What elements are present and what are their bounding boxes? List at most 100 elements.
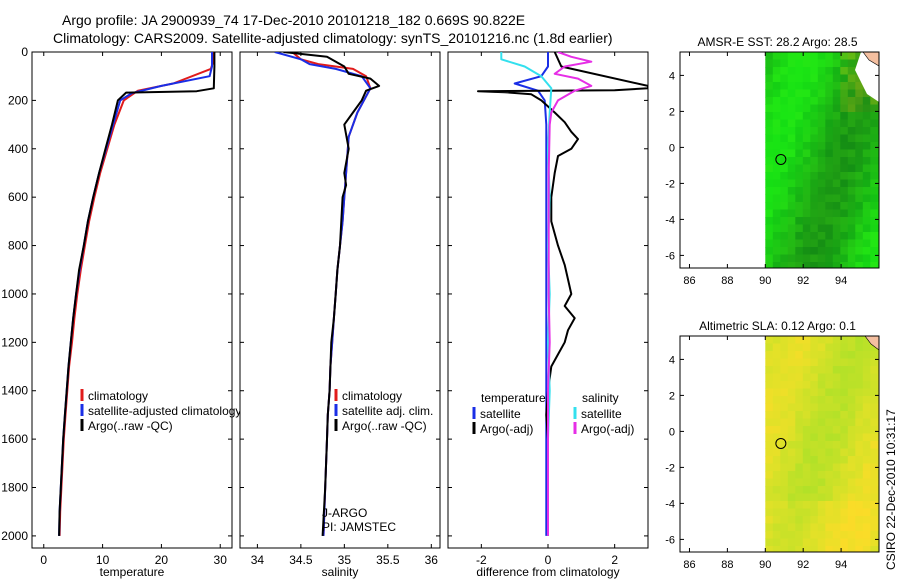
map-cell <box>817 104 826 113</box>
map-cell <box>765 463 774 472</box>
map-cell <box>855 538 864 547</box>
map-cell <box>847 104 856 113</box>
map-cell <box>795 157 804 165</box>
map-cell <box>855 232 864 240</box>
map-cell <box>802 336 811 344</box>
map-cell <box>787 217 796 225</box>
map-cell <box>802 97 811 105</box>
map-cell <box>832 456 841 464</box>
map-cell <box>795 217 804 225</box>
map-cell <box>802 546 811 552</box>
map-cell <box>825 388 834 397</box>
map-cell <box>825 546 834 552</box>
map-cell <box>855 187 864 195</box>
map-cell <box>840 179 849 188</box>
map-cell <box>765 202 774 210</box>
x-tick-label: 94 <box>835 275 847 287</box>
map-cell <box>862 194 871 203</box>
legend-label: climatology <box>88 389 148 403</box>
map-cell <box>802 508 811 517</box>
map-cell <box>787 254 796 263</box>
map-cell <box>780 254 789 263</box>
map-cell <box>765 486 774 494</box>
map-cell <box>780 546 789 552</box>
map-cell <box>787 508 796 517</box>
map-cell <box>870 157 879 165</box>
map-cell <box>772 531 781 539</box>
map-cell <box>840 493 849 502</box>
map-cell <box>825 134 834 143</box>
map-cell <box>825 59 834 68</box>
map-cell <box>802 351 811 359</box>
map-cell <box>810 381 819 389</box>
map-cell <box>855 456 864 464</box>
map-cell <box>802 224 811 233</box>
map-cell <box>847 411 856 419</box>
map-cell <box>832 254 841 263</box>
map-cell <box>855 531 864 539</box>
map-cell <box>772 448 781 457</box>
map-cell <box>847 179 856 188</box>
map-cell <box>772 471 781 479</box>
map-cell <box>765 217 774 225</box>
map-cell <box>802 358 811 367</box>
map-cell <box>795 247 804 255</box>
map-cell <box>817 358 826 367</box>
map-cell <box>787 67 796 75</box>
map-cell <box>817 149 826 158</box>
map-cell <box>870 433 879 442</box>
map-cell <box>765 82 774 90</box>
map-cell <box>802 202 811 210</box>
legend-header: salinity <box>582 391 619 405</box>
map-cell <box>772 403 781 412</box>
map-cell <box>832 74 841 83</box>
map-cell <box>765 104 774 113</box>
map-cell <box>810 74 819 83</box>
map-cell <box>847 239 856 248</box>
map-cell <box>795 478 804 487</box>
map-cell <box>870 448 879 457</box>
map-cell <box>772 209 781 218</box>
map-cell <box>840 97 849 105</box>
map-cell <box>840 351 849 359</box>
map-cell <box>772 254 781 263</box>
map-cell <box>840 262 849 268</box>
map-cell <box>817 179 826 188</box>
x-tick-label: 0 <box>40 553 47 567</box>
map-cell <box>810 358 819 367</box>
map-cell <box>780 187 789 195</box>
map-cell <box>855 149 864 158</box>
map-cell <box>780 531 789 539</box>
map-cell <box>817 247 826 255</box>
map-cell <box>787 187 796 195</box>
legend-header: temperature <box>481 391 546 405</box>
figure-title-line2: Climatology: CARS2009. Satellite-adjuste… <box>53 30 613 46</box>
map-cell <box>802 523 811 532</box>
map-cell <box>765 247 774 255</box>
map-cell <box>862 411 871 419</box>
map-cell <box>817 433 826 442</box>
map-cell <box>847 164 856 173</box>
map-cell <box>832 351 841 359</box>
map-cell <box>840 119 849 128</box>
map-cell <box>870 456 879 464</box>
map-cell <box>847 448 856 457</box>
map-cell <box>855 209 864 218</box>
map-cell <box>765 501 774 509</box>
map-cell <box>817 134 826 143</box>
map-cell <box>877 127 879 135</box>
map-cell <box>840 358 849 367</box>
map-cell <box>772 486 781 494</box>
map-cell <box>832 396 841 404</box>
map-cell <box>795 471 804 479</box>
map-cell <box>795 187 804 195</box>
map-cell <box>825 179 834 188</box>
map-cell <box>780 433 789 442</box>
map-cell <box>832 343 841 352</box>
map-cell <box>870 179 879 188</box>
map-cell <box>787 478 796 487</box>
map-cell <box>810 396 819 404</box>
map-cell <box>787 373 796 382</box>
map-cell <box>780 239 789 248</box>
map-cell <box>862 523 871 532</box>
